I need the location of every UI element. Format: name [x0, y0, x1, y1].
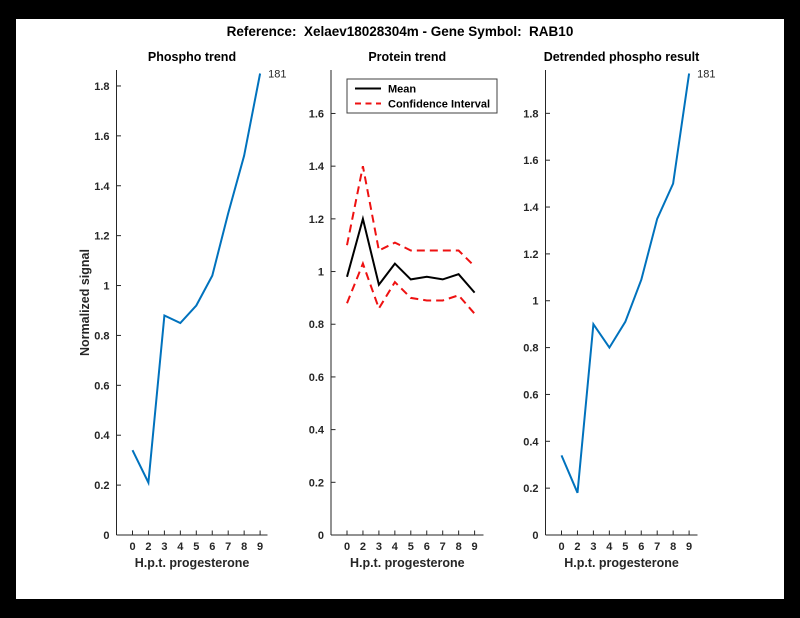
x-tick-label: 3: [161, 541, 167, 553]
x-tick-label: 8: [670, 541, 676, 553]
axes: [545, 70, 698, 536]
x-tick-label: 5: [193, 541, 199, 553]
x-tick-label: 6: [424, 541, 430, 553]
x-tick-label: 7: [225, 541, 231, 553]
x-tick-label: 7: [654, 541, 660, 553]
x-tick-label: 2: [145, 541, 151, 553]
series-line-ci-upper: [346, 166, 476, 268]
x-tick-label: 8: [241, 541, 247, 553]
y-tick-label: 1.2: [523, 249, 538, 261]
y-tick-label: 0.6: [523, 389, 538, 401]
subplot-title: Phospho trend: [148, 50, 236, 64]
x-tick-label: 5: [408, 541, 414, 553]
series-line-ci-lower: [346, 260, 476, 315]
y-tick-label: 1.6: [94, 131, 109, 143]
y-axis: 0 0.2 0.4 0.6 0.8 1 1.2 1.4 1.6: [309, 108, 336, 542]
x-tick-label: 6: [209, 541, 215, 553]
legend-entry-label: Mean: [388, 84, 416, 96]
y-tick-label: 1: [532, 296, 538, 308]
y-tick-label: 0: [103, 530, 109, 542]
x-axis-label: H.p.t. progesterone: [135, 556, 250, 570]
x-tick-label: 9: [686, 541, 692, 553]
series-line-phospho-signal: [131, 73, 262, 487]
y-tick-label: 0.2: [523, 483, 538, 495]
y-tick-label: 0.6: [94, 380, 109, 392]
x-tick-label: 3: [590, 541, 596, 553]
y-tick-label: 0.2: [94, 480, 109, 492]
legend: Mean Confidence Interval: [346, 78, 498, 114]
series-line-detrended-phospho-signal: [560, 73, 691, 494]
figure-canvas: Reference: Xelaev18028304m - Gene Symbol…: [16, 19, 784, 599]
x-tick-label: 7: [440, 541, 446, 553]
y-tick-label: 1: [318, 267, 324, 279]
subplot-protein-trend: 0 2 3 4 5 6 7 8 900.20.40.60.811.21.41.6Protein …: [309, 50, 498, 570]
endpoint-annotation: 181: [268, 68, 286, 80]
x-tick-label: 3: [376, 541, 382, 553]
y-tick-label: 1.4: [523, 202, 539, 214]
y-tick-label: 0.8: [523, 343, 538, 355]
y-tick-label: 1.6: [309, 108, 324, 120]
legend-entry-label: Confidence Interval: [388, 99, 490, 111]
subplot-grid: 0 2 3 4 5 6 7 8 900.20.40.60.811.21.41.61.8Phosp…: [78, 50, 715, 570]
x-tick-label: 0: [558, 541, 564, 553]
y-tick-label: 0.8: [94, 330, 109, 342]
y-tick-label: 1: [103, 281, 109, 293]
x-tick-label: 8: [456, 541, 462, 553]
x-tick-label: 6: [638, 541, 644, 553]
y-tick-label: 0.4: [309, 425, 325, 437]
axes: [330, 70, 484, 536]
x-tick-label: 4: [606, 541, 613, 553]
x-tick-label: 2: [360, 541, 366, 553]
y-tick-label: 0.8: [309, 319, 324, 331]
y-tick-label: 1.4: [94, 181, 110, 193]
subplot-title: Protein trend: [368, 50, 446, 64]
y-tick-label: 0: [318, 530, 324, 542]
y-tick-label: 0: [532, 530, 538, 542]
y-tick-label: 0.6: [309, 372, 324, 384]
x-tick-label: 9: [257, 541, 263, 553]
y-tick-label: 1.6: [523, 155, 538, 167]
y-tick-label: 0.2: [309, 477, 324, 489]
y-tick-label: 1.4: [309, 161, 325, 173]
x-tick-label: 0: [344, 541, 350, 553]
y-tick-label: 1.8: [523, 108, 538, 120]
x-tick-label: 5: [622, 541, 628, 553]
y-tick-label: 0.4: [94, 430, 110, 442]
y-axis-label: Normalized signal: [78, 249, 92, 356]
y-tick-label: 1.2: [94, 231, 109, 243]
figure-title: Reference: Xelaev18028304m - Gene Symbol…: [226, 24, 574, 39]
x-tick-label: 0: [129, 541, 135, 553]
x-tick-label: 4: [177, 541, 184, 553]
x-tick-label: 9: [472, 541, 478, 553]
y-tick-label: 1.8: [94, 81, 109, 93]
axes: [116, 70, 268, 536]
series-line-mean: [346, 214, 476, 294]
y-tick-label: 0.4: [523, 436, 539, 448]
y-tick-label: 1.2: [309, 214, 324, 226]
subplot-detrended-phospho-result: 0 2 3 4 5 6 7 8 900.20.40.60.811.21.41.61.8Detre…: [523, 50, 715, 570]
y-axis: 0 0.2 0.4 0.6 0.8 1 1.2 1.4 1.6 1.8: [94, 81, 121, 542]
subplot-phospho-trend: 0 2 3 4 5 6 7 8 900.20.40.60.811.21.41.61.8Phosp…: [78, 50, 286, 570]
x-axis-label: H.p.t. progesterone: [350, 556, 465, 570]
x-axis-label: H.p.t. progesterone: [564, 556, 679, 570]
subplot-title: Detrended phospho result: [544, 50, 700, 64]
x-tick-label: 2: [574, 541, 580, 553]
x-tick-label: 4: [392, 541, 399, 553]
endpoint-annotation: 181: [697, 69, 715, 81]
y-axis: 0 0.2 0.4 0.6 0.8 1 1.2 1.4 1.6 1.8: [523, 108, 550, 542]
